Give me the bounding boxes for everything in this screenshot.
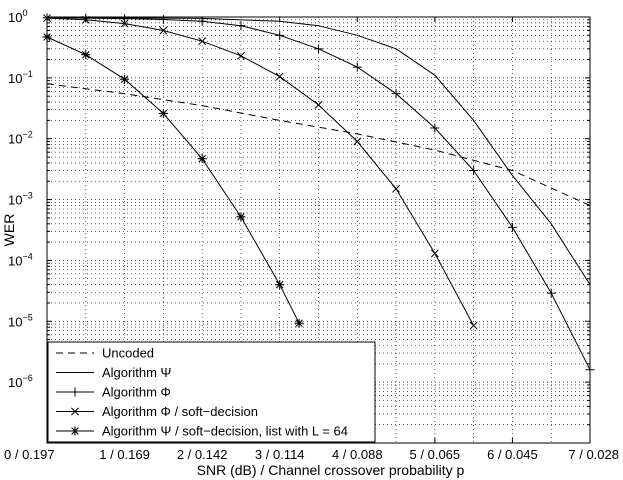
series-5-point [81, 50, 91, 60]
series-4-point [430, 249, 439, 258]
y-axis-label: WER [1, 214, 17, 247]
series-5-point [236, 212, 246, 222]
plot-frame [46, 16, 591, 444]
series-3-point [236, 21, 246, 31]
y-tick-label: 10−6 [8, 373, 33, 390]
y-tick-label: 100 [8, 8, 27, 25]
series-4-point [275, 72, 284, 81]
series-1 [46, 83, 591, 206]
legend-label: Algorithm Ψ / soft−decision, list with L… [102, 424, 348, 439]
series-3-point [81, 13, 91, 23]
x-tick-label: 4 / 0.088 [332, 447, 383, 462]
x-tick-label: 1 / 0.169 [99, 447, 150, 462]
legend-label: Algorithm Ψ [102, 365, 171, 380]
series-2-line [46, 17, 591, 285]
x-tick-label: 2 / 0.142 [177, 447, 228, 462]
series-5-point [158, 108, 168, 118]
series-4-point [120, 19, 129, 28]
x-tick-labels: 0 / 0.197 1 / 0.169 2 / 0.142 3 / 0.114 4 / … [4, 447, 619, 462]
series-3-point [469, 166, 479, 176]
legend-label: Algorithm Φ / soft−decision [102, 404, 258, 419]
y-tick-label: 10−2 [8, 130, 33, 147]
legend-marker [71, 407, 79, 416]
series-4-point [353, 137, 362, 146]
series-3-point [158, 14, 168, 24]
series-3-point [430, 123, 440, 133]
y-tick-label: 10−4 [8, 251, 33, 268]
series-4-line [46, 17, 475, 326]
series-3-point [391, 89, 401, 99]
series-4-point [236, 51, 245, 60]
series-3-point [507, 222, 517, 232]
series-5-line [46, 36, 300, 324]
series-5-point [197, 154, 207, 164]
legend-marker [70, 426, 80, 436]
series-4-point [392, 184, 401, 193]
x-tick-label: 0 / 0.197 [4, 447, 55, 462]
legend-label: Algorithm Φ [102, 385, 171, 400]
y-tick-label: 10−5 [8, 312, 33, 329]
y-tick-labels: 100 10−1 10−2 10−3 10−4 10−5 10−6 [8, 8, 33, 390]
x-tick-label: 6 / 0.045 [487, 447, 538, 462]
series-5-point [294, 318, 304, 328]
x-tick-label: 7 / 0.028 [568, 447, 619, 462]
series-group [42, 13, 595, 375]
x-tick-label: 5 / 0.065 [410, 447, 461, 462]
y-tick-label: 10−3 [8, 191, 33, 208]
series-4-point [159, 26, 168, 35]
series-4-point [469, 321, 478, 330]
series-2 [46, 17, 591, 285]
series-4-point [198, 37, 207, 46]
legend-box [47, 341, 376, 443]
series-4 [43, 14, 478, 330]
legend-marker [70, 387, 80, 397]
x-axis-label: SNR (dB) / Channel crossover probability… [197, 462, 465, 478]
y-tick-label: 10−1 [8, 69, 33, 86]
legend: Uncoded Algorithm Ψ Algorithm Φ Algorithm Φ… [47, 341, 376, 443]
series-3-point [352, 62, 362, 72]
series-3-point [546, 288, 556, 298]
series-4-point [314, 100, 323, 109]
series-1-line [46, 83, 591, 206]
series-3-point [275, 30, 285, 40]
series-5-point [275, 280, 285, 290]
x-tick-label: 3 / 0.114 [255, 447, 305, 462]
legend-label: Uncoded [102, 346, 154, 361]
grid [47, 17, 590, 443]
series-3-point [314, 44, 323, 54]
series-5-point [120, 74, 130, 84]
